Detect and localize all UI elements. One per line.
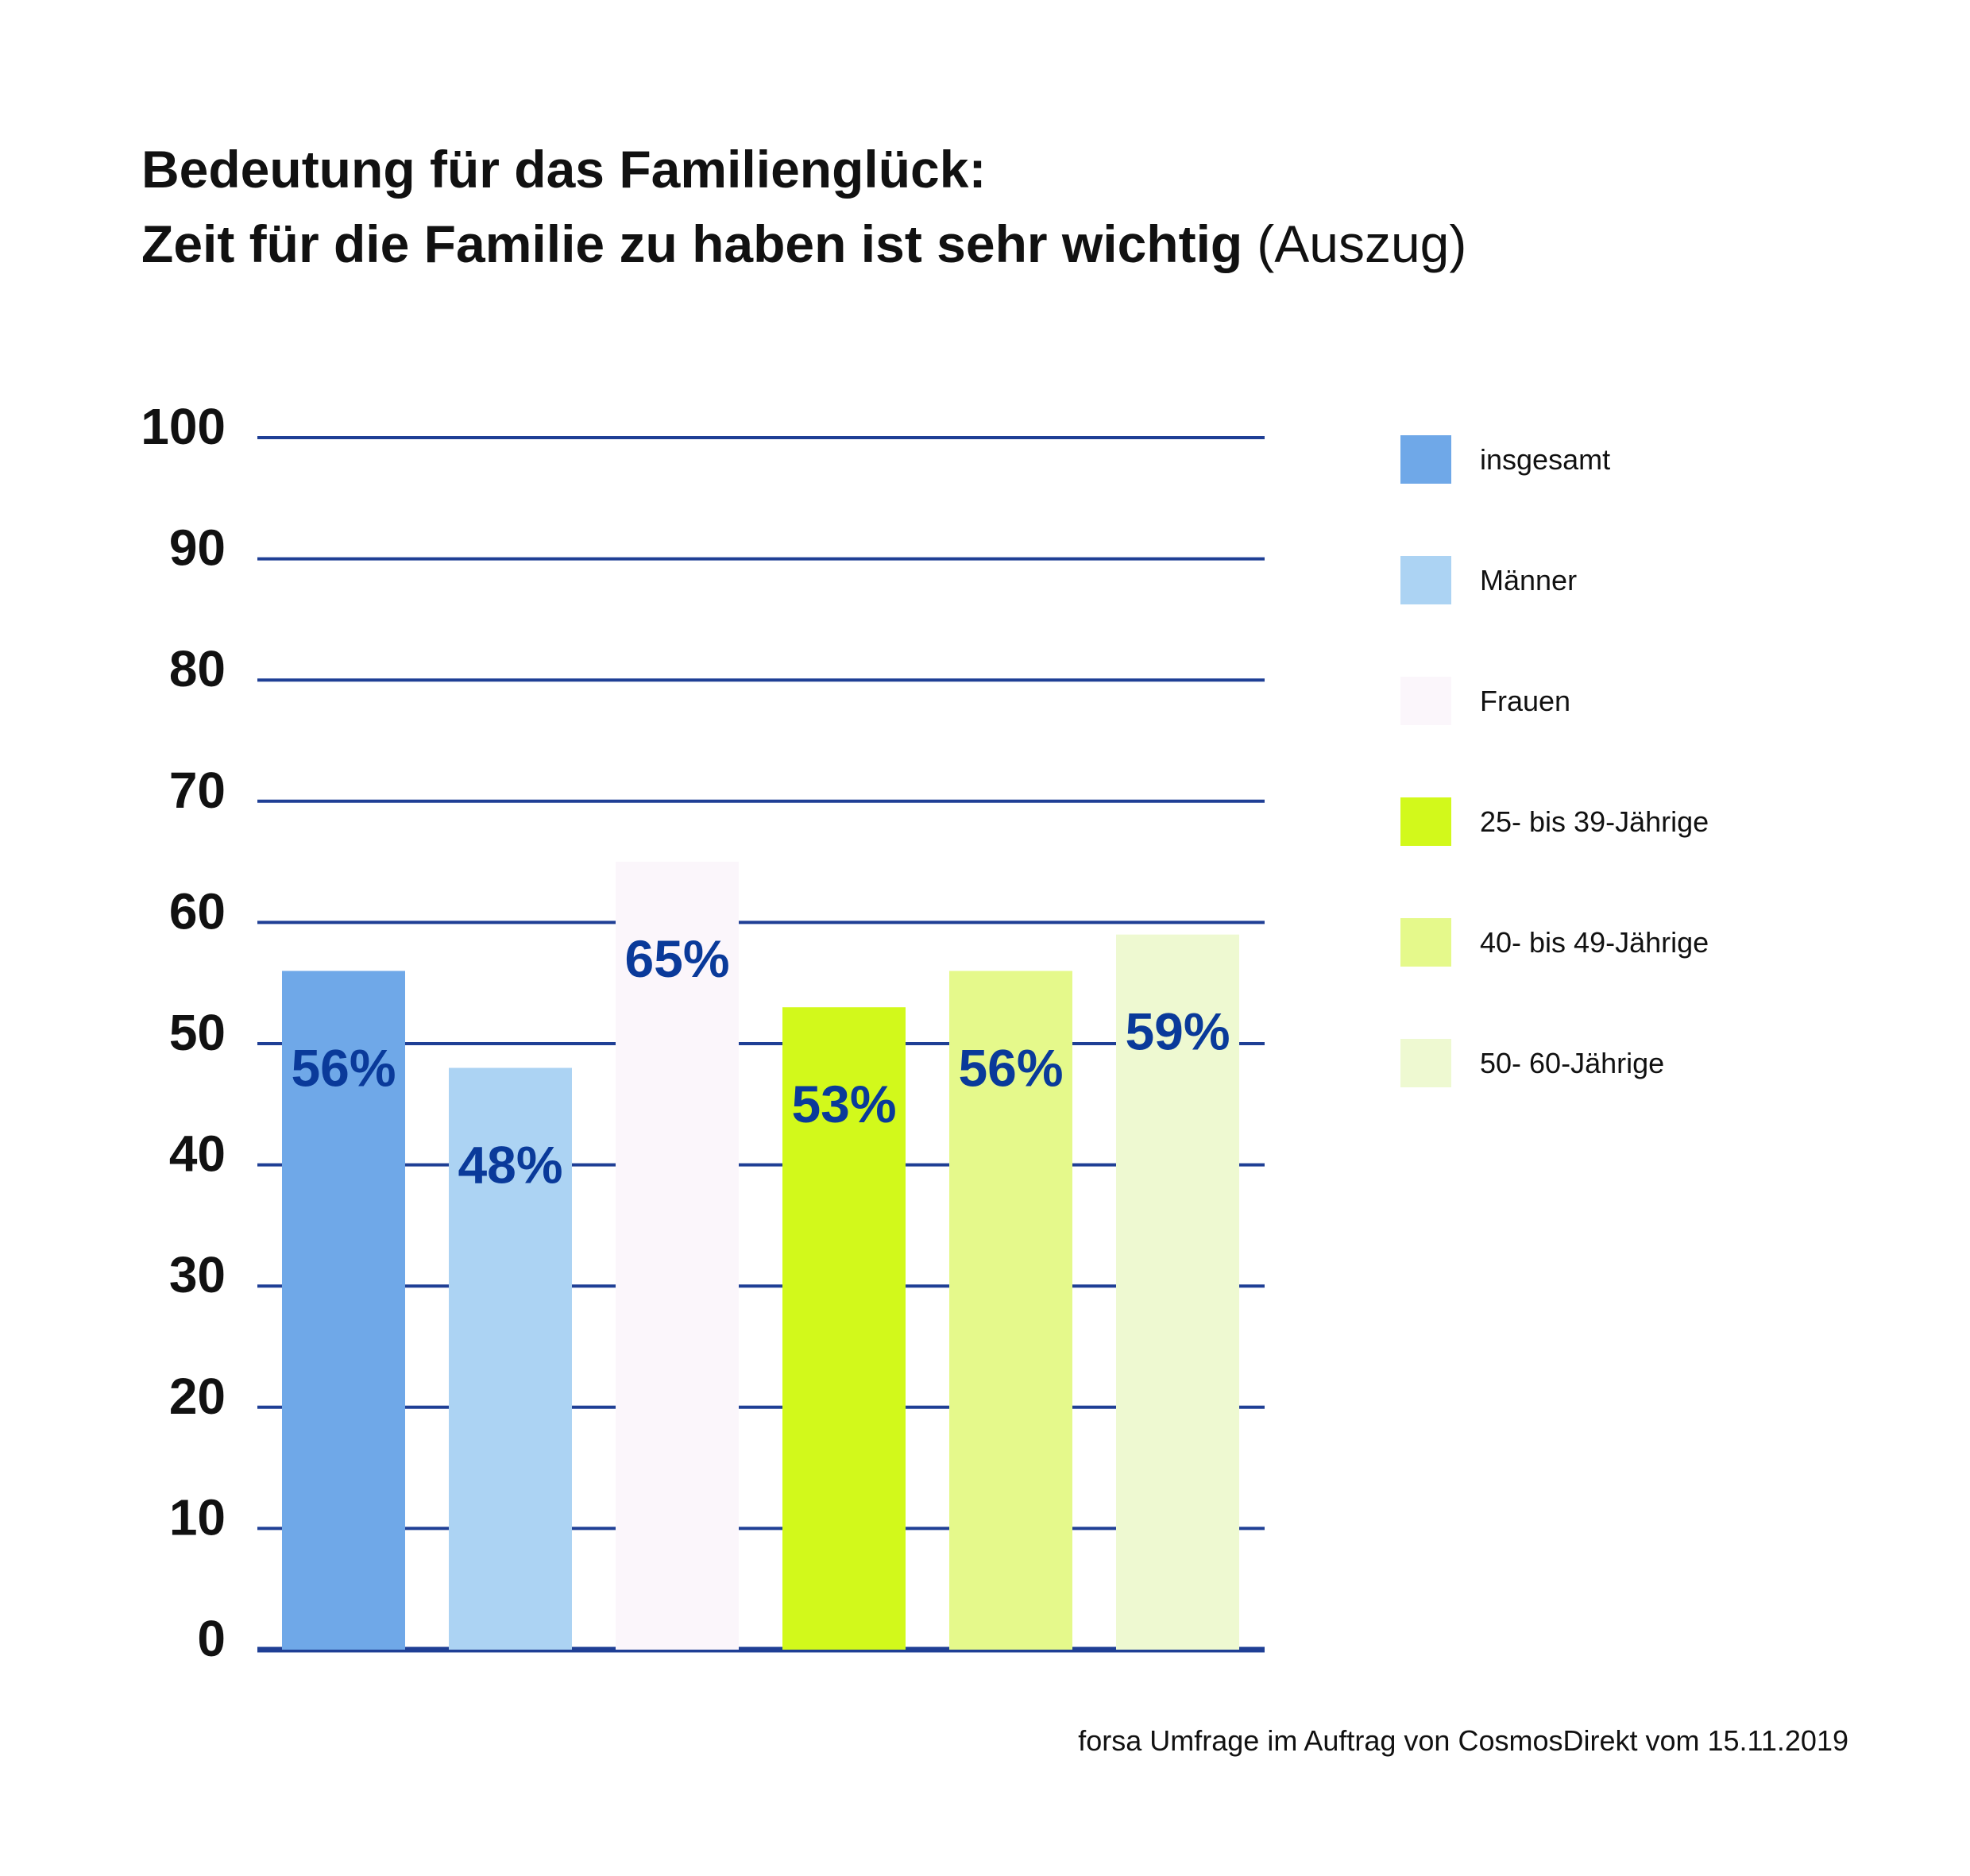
y-tick-label: 80 xyxy=(169,640,226,697)
legend-swatch xyxy=(1400,435,1451,484)
bar xyxy=(949,971,1072,1650)
value-label: 59% xyxy=(1125,1002,1230,1061)
y-tick-label: 100 xyxy=(141,398,226,455)
legend-swatch xyxy=(1400,918,1451,967)
bar xyxy=(782,1007,906,1650)
chart-title: Bedeutung für das Familienglück: xyxy=(141,140,986,199)
bar xyxy=(282,971,405,1650)
value-label: 48% xyxy=(458,1136,562,1195)
legend-swatch xyxy=(1400,797,1451,846)
value-label: 56% xyxy=(958,1038,1063,1097)
value-label: 53% xyxy=(791,1075,896,1133)
y-tick-label: 70 xyxy=(169,762,226,819)
value-label: 65% xyxy=(624,929,729,988)
y-tick-label: 40 xyxy=(169,1125,226,1183)
y-tick-label: 0 xyxy=(197,1610,226,1667)
value-label: 56% xyxy=(291,1038,396,1097)
bar xyxy=(616,862,739,1650)
bar xyxy=(449,1067,572,1650)
source-note: forsa Umfrage im Auftrag von CosmosDirek… xyxy=(1078,1724,1848,1757)
y-tick-label: 10 xyxy=(169,1488,226,1546)
legend-label: Frauen xyxy=(1480,685,1570,717)
legend-label: 25- bis 39-Jährige xyxy=(1480,805,1709,838)
y-tick-label: 50 xyxy=(169,1004,226,1061)
legend-label: 40- bis 49-Jährige xyxy=(1480,926,1709,959)
bar xyxy=(1116,934,1239,1650)
y-tick-label: 60 xyxy=(169,882,226,940)
legend-label: Männer xyxy=(1480,564,1577,596)
y-tick-label: 20 xyxy=(169,1368,226,1425)
legend-swatch xyxy=(1400,1039,1451,1087)
legend-swatch xyxy=(1400,556,1451,604)
y-tick-label: 30 xyxy=(169,1246,226,1303)
chart-title-line: Zeit für die Familie zu haben ist sehr w… xyxy=(141,214,1242,273)
legend-label: 50- 60-Jährige xyxy=(1480,1047,1664,1079)
legend-label: insgesamt xyxy=(1480,443,1610,476)
chart-title: Zeit für die Familie zu haben ist sehr w… xyxy=(141,214,1466,273)
legend-swatch xyxy=(1400,677,1451,725)
y-tick-label: 90 xyxy=(169,519,226,577)
chart-title-suffix: (Auszug) xyxy=(1257,214,1466,273)
